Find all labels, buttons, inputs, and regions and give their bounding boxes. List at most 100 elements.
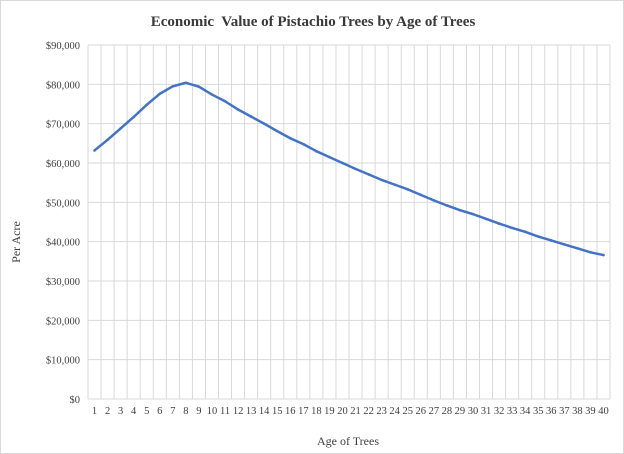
x-tick-label: 29 (455, 406, 466, 417)
data-point (380, 178, 383, 182)
x-tick-label: 28 (442, 406, 453, 417)
x-axis-label: Age of Trees (317, 434, 379, 448)
y-tick-label: $70,000 (46, 120, 80, 131)
data-point (119, 127, 122, 130)
x-tick-label: 9 (196, 406, 201, 417)
x-tick-label: 14 (259, 406, 270, 417)
x-tick-label: 32 (494, 406, 505, 417)
data-point (393, 183, 396, 186)
data-point (93, 149, 96, 152)
data-point (510, 226, 514, 230)
x-axis-ticks: 1 2 3 4 5 6 7 8 9 10 11 12 13 14 15 16 17 18 19 20 21 22 23 24 2… (92, 406, 609, 417)
x-tick-label: 1 (92, 406, 97, 417)
x-tick-label: 31 (481, 406, 492, 417)
data-point (275, 129, 279, 133)
data-point (158, 92, 162, 96)
x-tick-label: 11 (220, 406, 230, 417)
data-point (419, 193, 423, 197)
data-point (354, 167, 357, 171)
grid (87, 44, 611, 400)
y-tick-label: $80,000 (46, 80, 80, 91)
data-point (445, 204, 449, 207)
data-point (106, 138, 109, 142)
x-tick-label: 10 (207, 406, 218, 417)
data-point (223, 99, 227, 103)
data-point (523, 230, 527, 234)
y-tick-label: $50,000 (46, 198, 80, 209)
x-tick-label: 36 (546, 406, 557, 417)
x-tick-label: 15 (272, 406, 283, 417)
data-point (341, 161, 344, 165)
x-tick-label: 30 (468, 406, 479, 417)
data-point (563, 243, 566, 246)
data-point (432, 199, 436, 202)
data-point (602, 253, 605, 257)
y-axis-label: Per Acre (9, 221, 23, 263)
y-tick-label: $60,000 (46, 159, 80, 170)
x-tick-label: 18 (311, 406, 322, 417)
x-tick-label: 19 (324, 406, 335, 417)
y-tick-label: $20,000 (46, 316, 80, 327)
x-tick-label: 26 (416, 406, 427, 417)
x-tick-label: 8 (183, 406, 188, 417)
data-point (145, 103, 149, 107)
data-point (576, 247, 579, 250)
y-tick-label: $30,000 (46, 277, 80, 288)
data-point (367, 173, 370, 176)
x-tick-label: 27 (429, 406, 440, 417)
y-tick-label: $90,000 (46, 41, 80, 52)
data-point (536, 235, 540, 238)
data-point (262, 122, 266, 125)
x-tick-label: 3 (118, 406, 123, 417)
x-tick-label: 6 (157, 406, 162, 417)
x-tick-label: 20 (337, 406, 348, 417)
x-tick-label: 23 (376, 406, 387, 417)
x-tick-label: 39 (585, 406, 596, 417)
x-tick-label: 4 (131, 406, 137, 417)
data-point (406, 188, 410, 191)
data-point (288, 136, 292, 140)
data-point (197, 85, 201, 88)
data-point (458, 208, 462, 212)
y-tick-label: $40,000 (46, 238, 80, 249)
x-tick-label: 33 (507, 406, 518, 417)
x-tick-label: 25 (402, 406, 413, 417)
chart-title: Economic Value of Pistachio Trees by Age… (151, 14, 476, 30)
data-point (549, 239, 553, 242)
y-axis-ticks: $0 $10,000 $20,000 $30,000 $40,000 $50,000 $60… (46, 41, 80, 406)
data-point (249, 115, 253, 118)
x-tick-label: 22 (363, 406, 374, 417)
data-point (589, 250, 592, 254)
x-tick-label: 17 (298, 406, 309, 417)
y-tick-label: $10,000 (46, 356, 80, 367)
x-tick-label: 40 (598, 406, 609, 417)
x-tick-label: 34 (520, 406, 531, 417)
x-tick-label: 12 (233, 406, 244, 417)
data-point (302, 142, 305, 146)
series-line (93, 81, 605, 257)
data-point (497, 222, 501, 225)
x-tick-label: 13 (246, 406, 257, 417)
series-layer (93, 81, 605, 257)
y-tick-label: $0 (70, 395, 81, 406)
data-point (210, 93, 214, 96)
data-point (171, 85, 175, 88)
data-point (328, 155, 331, 159)
x-tick-label: 5 (144, 406, 149, 417)
x-tick-label: 24 (389, 406, 400, 417)
x-tick-label: 2 (105, 406, 110, 417)
data-point (471, 212, 475, 216)
data-point (484, 217, 488, 221)
x-tick-label: 7 (170, 406, 175, 417)
x-tick-label: 37 (559, 406, 570, 417)
data-point (315, 149, 318, 153)
data-point (236, 108, 240, 111)
data-point (132, 115, 135, 119)
x-tick-label: 16 (285, 406, 296, 417)
x-tick-label: 38 (572, 406, 583, 417)
x-tick-label: 35 (533, 406, 544, 417)
x-tick-label: 21 (350, 406, 361, 417)
data-point (184, 81, 188, 85)
